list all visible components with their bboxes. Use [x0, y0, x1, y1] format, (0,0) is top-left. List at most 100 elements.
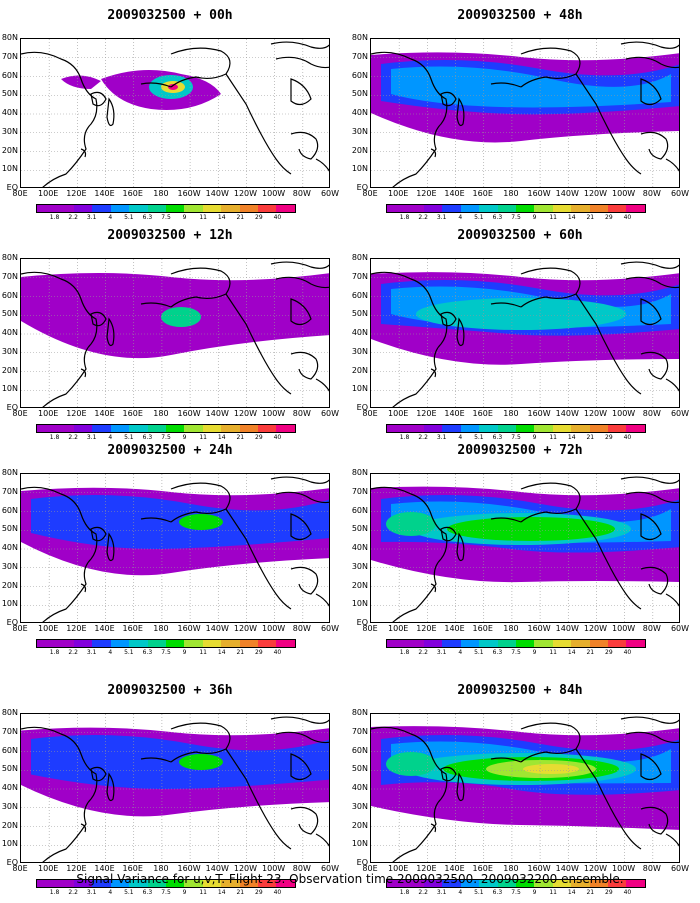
colorbar-label: 21 — [236, 889, 245, 896]
lon-label: 120E — [416, 189, 437, 198]
colorbar-swatch — [129, 425, 148, 432]
variance-map — [370, 473, 680, 623]
lat-label: 40N — [351, 108, 368, 117]
lon-label: 160W — [527, 189, 551, 198]
colorbar-label: 2.2 — [418, 649, 428, 656]
lon-label: 180 — [153, 624, 169, 633]
lon-label: 160W — [527, 409, 551, 418]
colorbar-label: 21 — [236, 434, 245, 441]
colorbar-label: 5.1 — [124, 649, 134, 656]
lon-label: 120W — [583, 624, 608, 633]
lat-label: 70N — [351, 486, 368, 496]
lat-label: 30N — [1, 801, 18, 811]
colorbar-swatch — [202, 425, 222, 432]
colorbar-swatch — [534, 425, 553, 432]
lon-label: 80W — [292, 624, 311, 633]
colorbar-label: 7.5 — [511, 649, 521, 656]
lat-label: 80N — [1, 708, 18, 717]
colorbar-label: 29 — [605, 889, 613, 896]
colorbar-label: 3.1 — [436, 649, 447, 656]
colorbar-label: 1.8 — [399, 649, 410, 656]
lat-label: 10N — [351, 384, 368, 394]
lon-label: 140W — [205, 864, 229, 873]
lon-label: 180 — [503, 864, 519, 873]
colorbar-swatch — [423, 205, 443, 212]
lon-label: 160E — [122, 864, 143, 873]
colorbar-swatch — [110, 640, 130, 647]
lon-label: 180 — [503, 409, 519, 418]
colorbar-swatch — [55, 640, 74, 647]
lat-label: 70N — [351, 726, 368, 736]
lat-label: 20N — [1, 580, 18, 590]
colorbar-swatch — [460, 205, 480, 212]
colorbar-swatch — [387, 640, 406, 647]
panel-title: 2009032500 + 84h — [457, 683, 583, 698]
lat-label: 70N — [351, 271, 368, 281]
colorbar-swatch — [460, 640, 480, 647]
lon-label: 160W — [177, 189, 201, 198]
colorbar-swatch — [534, 640, 553, 647]
colorbar — [36, 879, 296, 888]
lon-label: 80W — [292, 864, 311, 873]
colorbar-label: 11 — [549, 649, 557, 656]
colorbar — [36, 424, 296, 433]
colorbar-label: 5.1 — [474, 889, 484, 896]
lat-label: 20N — [1, 820, 18, 830]
colorbar-swatch — [497, 880, 516, 887]
lon-label: 160E — [472, 409, 493, 418]
lon-label: 120E — [66, 409, 87, 418]
lat-label: 50N — [351, 524, 368, 534]
lat-label: 50N — [351, 89, 368, 99]
lon-label: 100E — [388, 409, 409, 418]
lon-label: 180 — [153, 409, 169, 418]
variance-map — [370, 713, 680, 863]
map-panel: 2009032500 + 60h 80N 70N 60N 50N 40N 30N 20N 10N… — [350, 228, 690, 448]
variance-map — [370, 38, 680, 188]
colorbar-swatch — [497, 425, 516, 432]
lon-label: 100W — [262, 189, 286, 198]
colorbar-label: 29 — [605, 649, 613, 656]
lon-label: 180 — [153, 189, 169, 198]
colorbar-swatch — [626, 640, 645, 647]
lat-label: 80N — [351, 708, 368, 717]
colorbar-swatch — [442, 425, 461, 432]
colorbar-swatch — [55, 205, 74, 212]
lon-label: 100E — [388, 624, 409, 633]
colorbar-label: 40 — [273, 649, 282, 656]
lat-label: 80N — [351, 253, 368, 262]
colorbar-label: 11 — [549, 889, 557, 896]
colorbar-label: 21 — [586, 889, 595, 896]
lon-label: 140W — [555, 189, 579, 198]
lon-label: 140E — [444, 864, 465, 873]
colorbar-label: 9 — [182, 889, 187, 896]
lon-label: 120W — [233, 624, 258, 633]
colorbar-swatch — [276, 205, 295, 212]
lat-label: 50N — [1, 89, 18, 99]
lon-label: 160E — [122, 189, 143, 198]
lat-label: 80N — [1, 468, 18, 477]
colorbar-label: 40 — [273, 889, 282, 896]
lat-label: 80N — [351, 468, 368, 477]
colorbar-swatch — [184, 880, 203, 887]
colorbar-label: 4 — [108, 214, 113, 221]
colorbar-swatch — [571, 640, 590, 647]
map-panel: 2009032500 + 12h 80N 70N 60N 50N 40N 30N 20N 10N… — [0, 228, 340, 448]
colorbar-swatch — [73, 205, 93, 212]
lat-label: 10N — [1, 164, 18, 174]
lon-label: 60W — [320, 409, 340, 418]
colorbar-label: 5.1 — [474, 649, 484, 656]
lat-label: 10N — [351, 839, 368, 849]
colorbar-swatch — [202, 205, 222, 212]
colorbar-swatch — [589, 640, 609, 647]
lat-label: 60N — [351, 745, 368, 755]
colorbar-swatch — [258, 205, 277, 212]
lon-label: 100E — [38, 189, 59, 198]
lat-label: 30N — [351, 126, 368, 136]
colorbar-label: 29 — [255, 214, 263, 221]
lat-label: 20N — [1, 145, 18, 155]
map-panel: 2009032500 + 00h 80N 70N 60N 50N 40N 30N 20N 10N… — [0, 8, 340, 228]
lon-label: 80E — [12, 624, 28, 633]
lon-label: 60W — [670, 624, 690, 633]
lon-label: 120E — [416, 409, 437, 418]
colorbar-label: 40 — [623, 214, 632, 221]
